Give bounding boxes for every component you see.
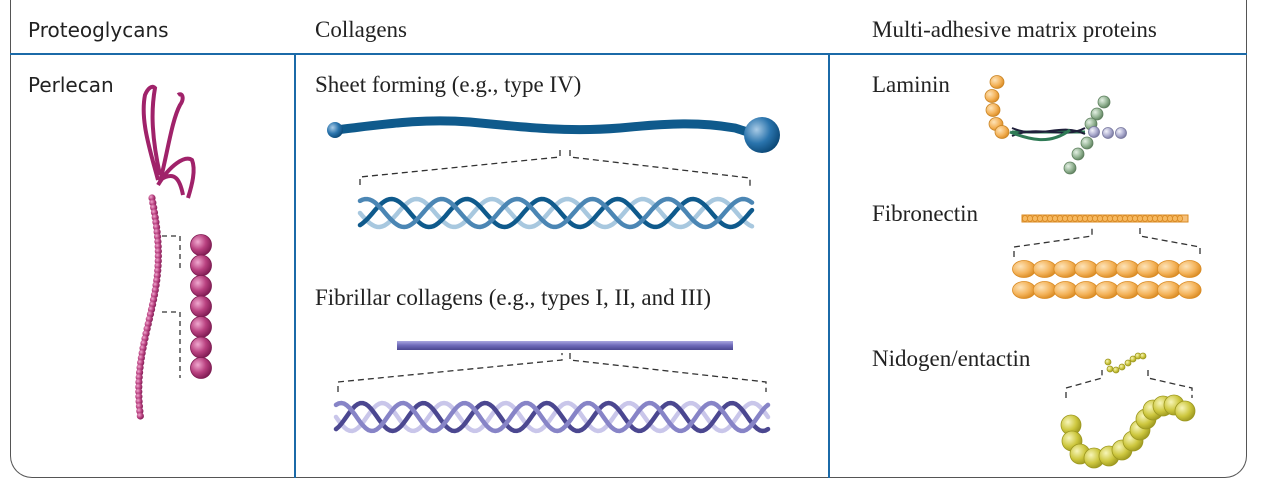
fibronectin-unit (1117, 216, 1122, 222)
laminin-domain (990, 76, 1004, 89)
fibronectin-domain (1095, 282, 1118, 299)
laminin-domain (1081, 137, 1093, 149)
fibronectin-unit (1027, 216, 1032, 222)
collagen-fibrillar (336, 341, 768, 431)
laminin-domain (1098, 96, 1110, 108)
perlecan-domain (191, 317, 212, 338)
fibronectin-unit (1172, 216, 1177, 222)
fibronectin-unit (1072, 216, 1077, 222)
nidogen-unit (1140, 353, 1146, 359)
laminin-domain (1064, 162, 1076, 174)
laminin-domain (1103, 128, 1114, 139)
fibronectin-unit (1052, 216, 1057, 222)
fibronectin-unit (1057, 216, 1062, 222)
nidogen-molecule (1061, 353, 1195, 468)
fibronectin-domain (1157, 261, 1180, 278)
nidogen-unit (1113, 367, 1119, 373)
fibronectin-unit (1077, 216, 1082, 222)
perlecan-domain (191, 235, 212, 256)
fibronectin-domain (1178, 261, 1201, 278)
fibronectin-domain (1054, 282, 1077, 299)
laminin-molecule (985, 76, 1127, 175)
laminin-domain (1089, 127, 1100, 138)
laminin-domain (986, 104, 1000, 117)
laminin-domain (995, 126, 1009, 139)
nidogen-domain (1175, 401, 1195, 421)
fibronectin-unit (1047, 216, 1052, 222)
fibronectin-domain (1054, 261, 1077, 278)
laminin-domain (985, 90, 999, 103)
fibronectin-unit (1127, 216, 1132, 222)
fibronectin-unit (1062, 216, 1067, 222)
laminin-domain (1116, 128, 1127, 139)
fibronectin-domain (1013, 282, 1036, 299)
fibronectin-unit (1087, 216, 1092, 222)
fibronectin-domain (1137, 261, 1160, 278)
fibronectin-unit (1167, 216, 1172, 222)
fibronectin-unit (1032, 216, 1037, 222)
fibronectin-domain (1075, 261, 1098, 278)
perlecan-domain (191, 358, 212, 379)
fibronectin-unit (1042, 216, 1047, 222)
fibronectin-domain (1116, 282, 1139, 299)
perlecan-domain (191, 255, 212, 276)
fibronectin-unit (1147, 216, 1152, 222)
laminin-domain (1072, 148, 1084, 160)
fibronectin-domain (1157, 282, 1180, 299)
nidogen-unit (1119, 364, 1125, 370)
perlecan-domain (191, 276, 212, 297)
fibronectin-unit (1142, 216, 1147, 222)
fibronectin-unit (1102, 216, 1107, 222)
perlecan-domain (191, 296, 212, 317)
fibronectin-domain (1095, 261, 1118, 278)
fibronectin-unit (1137, 216, 1142, 222)
fibronectin-unit (1097, 216, 1102, 222)
fibronectin-unit (1067, 216, 1072, 222)
fibronectin-unit (1122, 216, 1127, 222)
nidogen-unit (1105, 359, 1111, 365)
fibronectin-domain (1033, 261, 1056, 278)
fibronectin-unit (1152, 216, 1157, 222)
fibronectin-unit (1112, 216, 1117, 222)
fibronectin-unit (1022, 216, 1027, 222)
fibronectin-domain (1075, 282, 1098, 299)
fibronectin-domain (1116, 261, 1139, 278)
fibronectin-domain (1178, 282, 1201, 299)
perlecan-bead (137, 412, 144, 419)
nidogen-unit (1107, 366, 1113, 372)
perlecan-domain (191, 337, 212, 358)
fibronectin-domain (1137, 282, 1160, 299)
fibronectin-domain (1013, 261, 1036, 278)
fibronectin-unit (1157, 216, 1162, 222)
fibronectin-domain (1033, 282, 1056, 299)
fibronectin-molecule (1013, 215, 1202, 299)
perlecan-molecule (135, 87, 211, 420)
fibronectin-unit (1082, 216, 1087, 222)
fibronectin-unit (1132, 216, 1137, 222)
fibronectin-unit (1037, 216, 1042, 222)
fibronectin-unit (1177, 216, 1182, 222)
fibronectin-unit (1092, 216, 1097, 222)
collagen-type-iv (327, 117, 780, 227)
nidogen-unit (1125, 360, 1131, 366)
fibronectin-unit (1107, 216, 1112, 222)
fibronectin-unit (1162, 216, 1167, 222)
